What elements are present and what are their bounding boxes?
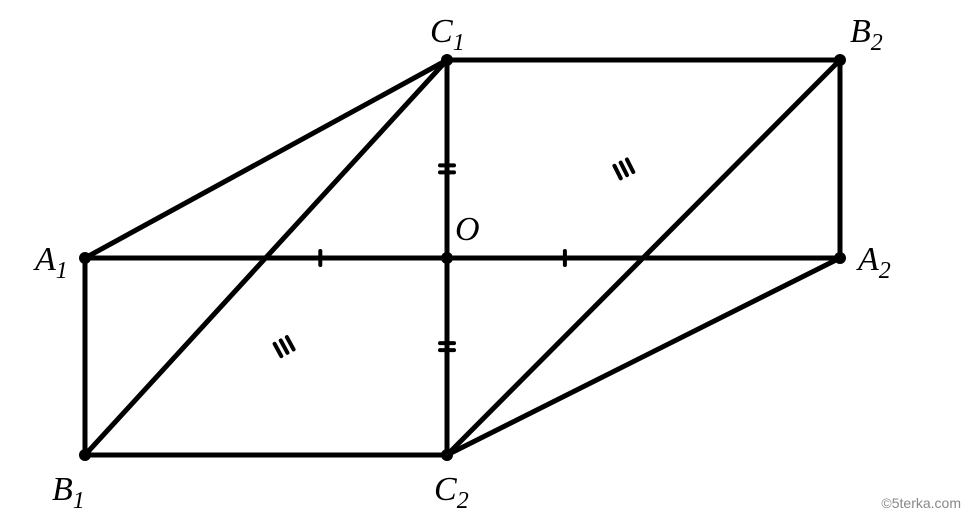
label-C2: C2: [434, 471, 469, 514]
geometry-diagram: O A1 A2 C1 C2 B1 B2: [0, 0, 969, 517]
tick-mark: [627, 159, 633, 172]
watermark: ©5terka.com: [881, 495, 961, 511]
point-B2: [834, 54, 846, 66]
edge-A2-C2: [447, 258, 840, 455]
label-A2: A2: [856, 241, 891, 284]
label-C1: C1: [430, 13, 465, 56]
tick-mark: [275, 344, 282, 356]
point-C2: [441, 449, 453, 461]
label-A1: A1: [33, 241, 68, 284]
label-B1: B1: [52, 471, 85, 514]
tick-mark: [281, 341, 288, 353]
tick-mark: [614, 166, 620, 179]
point-A2: [834, 252, 846, 264]
tick-mark: [621, 163, 627, 176]
label-B2: B2: [850, 13, 883, 56]
point-A1: [79, 252, 91, 264]
point-O: [441, 252, 453, 264]
tick-mark: [287, 337, 294, 349]
label-O: O: [455, 211, 480, 248]
edges-layer: [85, 60, 840, 455]
point-C1: [441, 54, 453, 66]
point-B1: [79, 449, 91, 461]
edge-A1-C1: [85, 60, 447, 258]
